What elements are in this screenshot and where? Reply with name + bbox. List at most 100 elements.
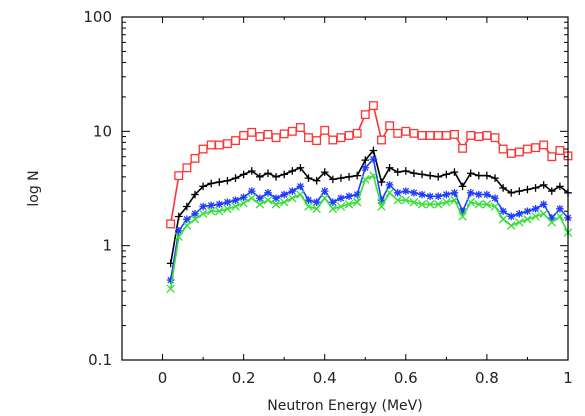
data-point <box>547 187 556 195</box>
data-point <box>410 188 418 197</box>
data-point <box>288 187 297 195</box>
data-point <box>222 139 232 149</box>
data-point <box>433 131 443 140</box>
data-point <box>239 131 249 140</box>
x-tick-label: 0.6 <box>394 369 418 387</box>
data-point <box>515 218 524 227</box>
data-point <box>377 135 386 145</box>
data-point <box>556 182 564 191</box>
data-point <box>182 163 192 173</box>
series-x <box>166 171 573 294</box>
data-point <box>304 133 313 143</box>
data-point <box>231 196 240 204</box>
data-point <box>174 232 184 241</box>
y-axis-label: log N <box>26 170 42 206</box>
data-point <box>498 215 508 224</box>
data-point <box>272 194 280 203</box>
data-point <box>531 205 540 213</box>
data-point <box>418 190 426 199</box>
data-point <box>174 171 184 181</box>
data-point <box>466 188 475 197</box>
data-point <box>304 196 313 204</box>
series-star <box>166 155 572 284</box>
data-point <box>296 163 305 172</box>
data-point <box>191 190 199 199</box>
data-point <box>353 190 361 199</box>
data-point <box>402 187 410 195</box>
data-point <box>458 182 467 191</box>
data-point <box>352 197 362 207</box>
data-point <box>409 197 419 207</box>
data-point <box>442 190 451 199</box>
data-point <box>353 171 361 180</box>
data-point <box>223 176 232 185</box>
data-point <box>426 192 434 201</box>
data-point <box>523 215 532 224</box>
data-point <box>555 146 565 155</box>
data-point <box>425 131 435 140</box>
data-point <box>207 201 215 210</box>
data-point <box>198 144 208 154</box>
data-point <box>425 200 435 209</box>
data-point <box>337 174 345 182</box>
data-point <box>247 193 257 203</box>
data-point <box>418 170 426 179</box>
data-point <box>450 188 459 197</box>
data-point <box>450 168 459 176</box>
data-point <box>385 188 394 198</box>
data-point <box>223 198 232 206</box>
data-point <box>190 153 200 163</box>
data-point <box>231 202 240 211</box>
data-point <box>483 190 491 199</box>
data-point <box>547 152 557 162</box>
data-point <box>507 188 516 197</box>
data-point <box>264 188 272 197</box>
data-point <box>393 168 402 176</box>
data-point <box>474 200 484 209</box>
data-point <box>458 212 467 221</box>
data-point <box>458 143 468 153</box>
data-point <box>361 163 370 172</box>
data-point <box>215 200 224 209</box>
data-point <box>166 276 175 284</box>
data-point <box>320 125 330 135</box>
series-line-plus <box>169 148 569 264</box>
data-point <box>556 205 564 213</box>
data-point <box>287 126 297 136</box>
data-point <box>377 196 386 204</box>
data-point <box>344 131 354 140</box>
plot-frame <box>121 16 569 361</box>
data-point <box>256 194 264 203</box>
data-point <box>336 133 346 143</box>
data-point <box>368 101 378 111</box>
data-point <box>207 179 215 188</box>
data-point <box>466 169 475 178</box>
data-point <box>491 174 499 182</box>
data-point <box>490 202 500 211</box>
data-point <box>417 200 427 209</box>
data-point <box>409 128 419 138</box>
data-point <box>539 200 548 209</box>
data-point <box>271 200 281 209</box>
data-point <box>345 192 353 201</box>
data-point <box>263 195 273 205</box>
data-point <box>515 209 524 218</box>
data-point <box>361 156 370 164</box>
data-point <box>345 173 353 181</box>
data-point <box>377 178 386 186</box>
data-point <box>507 212 516 221</box>
data-point <box>206 140 216 150</box>
data-point <box>279 197 289 207</box>
data-point <box>328 204 338 214</box>
data-point <box>410 169 418 178</box>
data-point <box>523 185 532 194</box>
data-point <box>239 170 248 179</box>
data-point <box>320 168 329 176</box>
data-point <box>304 174 313 182</box>
data-point <box>329 198 337 206</box>
data-point <box>539 181 548 189</box>
data-point <box>344 200 354 209</box>
data-point <box>442 197 451 207</box>
